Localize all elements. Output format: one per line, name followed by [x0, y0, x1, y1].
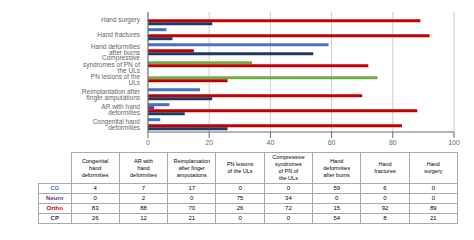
svg-text:Hand surgery: Hand surgery — [101, 16, 141, 24]
svg-text:Compressivesyndromes of PN oft: Compressivesyndromes of PN ofthe ULs — [83, 54, 141, 74]
svg-text:0: 0 — [146, 139, 150, 146]
svg-text:AR with handdeformities: AR with handdeformities — [101, 103, 140, 117]
svg-text:Congenital handdeformities: Congenital handdeformities — [93, 118, 141, 131]
svg-text:60: 60 — [328, 139, 336, 146]
svg-text:100: 100 — [448, 139, 460, 146]
svg-text:PN lesions of theULs: PN lesions of theULs — [91, 73, 141, 87]
svg-text:80: 80 — [389, 139, 397, 146]
svg-text:Hand fractures: Hand fractures — [97, 31, 140, 38]
svg-text:40: 40 — [267, 139, 275, 146]
svg-text:20: 20 — [205, 139, 213, 146]
svg-text:Reimplantation afterfinger amp: Reimplantation afterfinger amputations — [82, 88, 141, 103]
